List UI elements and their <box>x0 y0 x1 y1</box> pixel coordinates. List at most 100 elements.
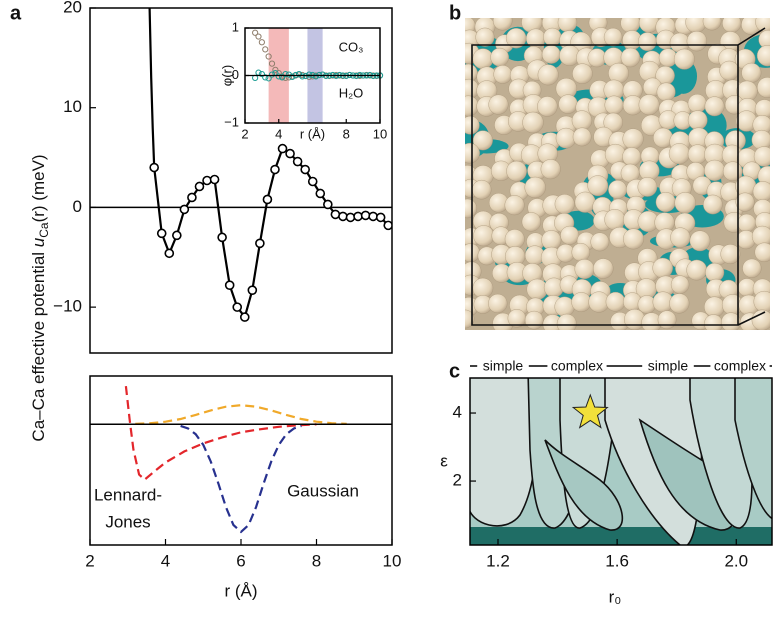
data-point <box>209 174 220 185</box>
data-point <box>164 248 175 259</box>
ion-sphere <box>656 82 676 102</box>
data-point <box>375 212 386 223</box>
ion-sphere <box>638 32 657 51</box>
data-point <box>268 71 276 78</box>
curve-label: Lennard- <box>94 485 162 504</box>
box-edge <box>471 27 766 326</box>
curve-label: Gaussian <box>287 481 359 500</box>
data-point <box>270 164 280 175</box>
ion-sphere <box>737 213 757 233</box>
data-point <box>282 70 289 78</box>
ion-sphere <box>705 262 725 282</box>
y-axis-label-part: u <box>29 237 48 247</box>
ion-sphere <box>704 296 725 318</box>
data-point <box>319 71 326 78</box>
ion-sphere <box>537 64 559 86</box>
y-tick-label: 2 <box>453 471 462 490</box>
axes-frame <box>89 7 393 354</box>
data-point <box>239 312 250 322</box>
data-point <box>345 212 356 223</box>
ion-sphere <box>622 147 642 167</box>
plot-area <box>148 8 392 322</box>
x-tick-label: 1.6 <box>605 551 629 570</box>
x-tick-label: 8 <box>312 551 321 570</box>
phase-region <box>734 378 772 520</box>
ion-sphere <box>558 94 578 114</box>
data-point <box>247 285 258 295</box>
ion-sphere <box>543 27 562 47</box>
data-point <box>300 164 310 175</box>
data-point <box>307 176 318 187</box>
regime-label-bg <box>642 357 694 375</box>
regime-label: simple <box>483 358 524 374</box>
ion-sphere <box>540 159 561 180</box>
ion-sphere <box>574 259 595 280</box>
ion-sphere <box>472 130 493 151</box>
ion-sphere <box>686 259 708 281</box>
x-tick-label: 6 <box>236 551 245 570</box>
ion-sphere <box>670 227 691 248</box>
phase-diagram <box>470 378 772 545</box>
ion-sphere <box>506 160 527 182</box>
panel-label: a <box>10 2 22 24</box>
ion-sphere <box>753 146 770 167</box>
data-point <box>262 74 269 81</box>
regime-label-bg <box>477 357 529 375</box>
data-point <box>265 53 272 60</box>
ion-sphere <box>741 62 762 83</box>
x-tick-label: 2.0 <box>724 551 748 570</box>
data-point <box>315 188 326 199</box>
y-tick-label: −1 <box>224 114 239 129</box>
ion-sphere <box>754 242 770 263</box>
data-point <box>353 211 363 222</box>
data-point <box>292 156 303 167</box>
ion-sphere <box>702 18 722 31</box>
data-point <box>330 209 341 220</box>
ion-sphere <box>554 194 575 215</box>
ion-sphere <box>673 48 695 70</box>
x-tick-label: 4 <box>275 126 282 141</box>
data-point <box>275 73 282 80</box>
data-point <box>255 33 262 40</box>
ion-sphere <box>475 27 495 47</box>
y-tick-label: 10 <box>63 97 82 116</box>
data-point <box>255 238 265 249</box>
ion-sphere <box>587 175 609 197</box>
ion-sphere <box>524 310 544 330</box>
x-axis-label: r (Å) <box>300 126 325 141</box>
ion-sphere <box>493 65 513 84</box>
x-axis-label: r (Å) <box>224 581 257 600</box>
ion-sphere <box>604 95 624 115</box>
ion-sphere <box>757 77 770 98</box>
y-tick-label: 0 <box>232 67 239 82</box>
ion-sphere <box>492 18 513 31</box>
data-point <box>262 194 273 205</box>
ion-sphere <box>622 128 644 150</box>
ion-sphere <box>465 115 480 135</box>
ion-sphere <box>703 194 723 215</box>
ion-sphere <box>674 192 696 214</box>
data-point <box>383 220 392 231</box>
ion-sphere <box>554 296 575 317</box>
y-tick-label: 0 <box>73 197 82 216</box>
data-point <box>179 204 190 215</box>
data-point <box>312 73 319 80</box>
data-point <box>306 73 313 81</box>
data-point <box>156 228 167 239</box>
ion-sphere <box>608 180 628 199</box>
star-marker <box>571 393 609 429</box>
data-point <box>202 175 212 186</box>
panel-label: c <box>449 360 460 382</box>
ion-sphere <box>742 258 762 278</box>
data-point <box>368 211 378 222</box>
ion-sphere <box>571 243 591 262</box>
ion-sphere <box>704 96 725 117</box>
data-point <box>306 71 313 78</box>
x-tick-label: 8 <box>343 126 350 141</box>
data-point <box>285 148 295 159</box>
data-point <box>268 60 276 67</box>
ion-sphere <box>687 93 707 113</box>
ion-sphere <box>571 292 592 313</box>
ion-sphere <box>488 293 508 314</box>
